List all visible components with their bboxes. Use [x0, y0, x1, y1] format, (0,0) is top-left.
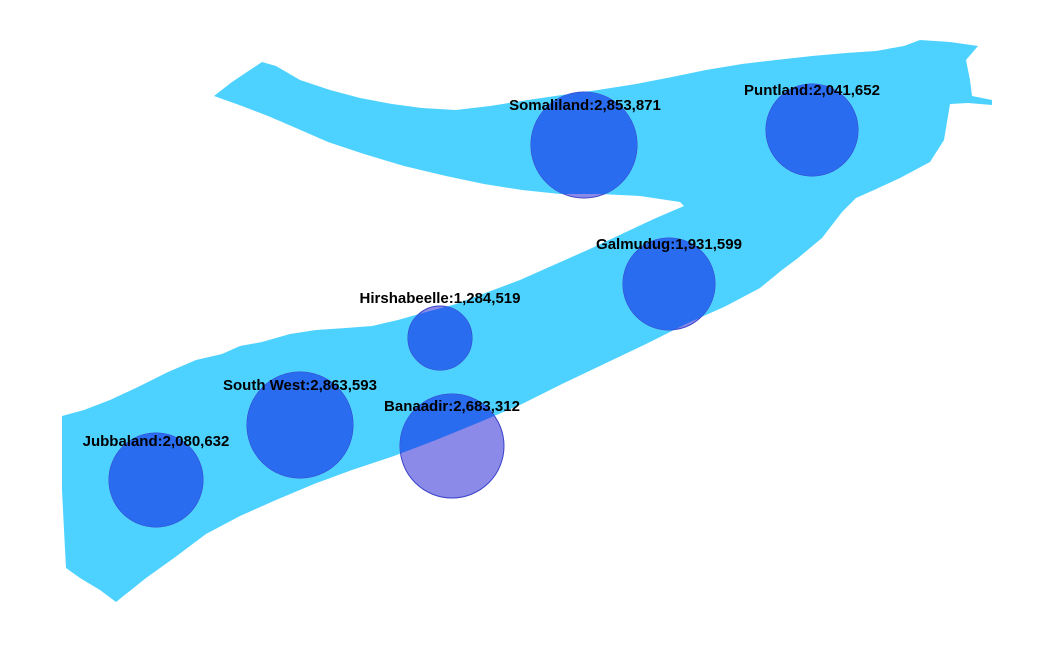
- bubble-somaliland: [530, 91, 638, 199]
- bubble-jubbaland: [108, 432, 204, 528]
- bubble-hirshabeelle-on-land: [408, 306, 472, 370]
- bubble-jubbaland-on-land: [109, 433, 203, 527]
- label-hirshabeelle: Hirshabeelle:1,284,519: [360, 290, 521, 307]
- labels-layer: Somaliland:2,853,871 Puntland:2,041,652 Ga…: [83, 82, 880, 450]
- bubble-south-west-on-land: [247, 372, 353, 478]
- label-south-west: South West:2,863,593: [223, 377, 377, 394]
- label-jubbaland: Jubbaland:2,080,632: [83, 433, 230, 450]
- bubble-hirshabeelle: [407, 305, 473, 371]
- label-galmudug: Galmudug:1,931,599: [596, 236, 742, 253]
- bubbles-layer: [108, 83, 859, 528]
- label-banaadir: Banaadir:2,683,312: [384, 398, 520, 415]
- bubble-somaliland-on-land: [531, 92, 637, 198]
- bubble-banaadir: [399, 393, 505, 499]
- label-somaliland: Somaliland:2,853,871: [509, 97, 661, 114]
- bubble-galmudug: [622, 237, 716, 331]
- bubble-puntland: [765, 83, 859, 177]
- bubble-south-west: [246, 371, 354, 479]
- bubble-galmudug-on-land: [623, 238, 715, 330]
- bubble-puntland-on-land: [766, 84, 858, 176]
- label-puntland: Puntland:2,041,652: [744, 82, 880, 99]
